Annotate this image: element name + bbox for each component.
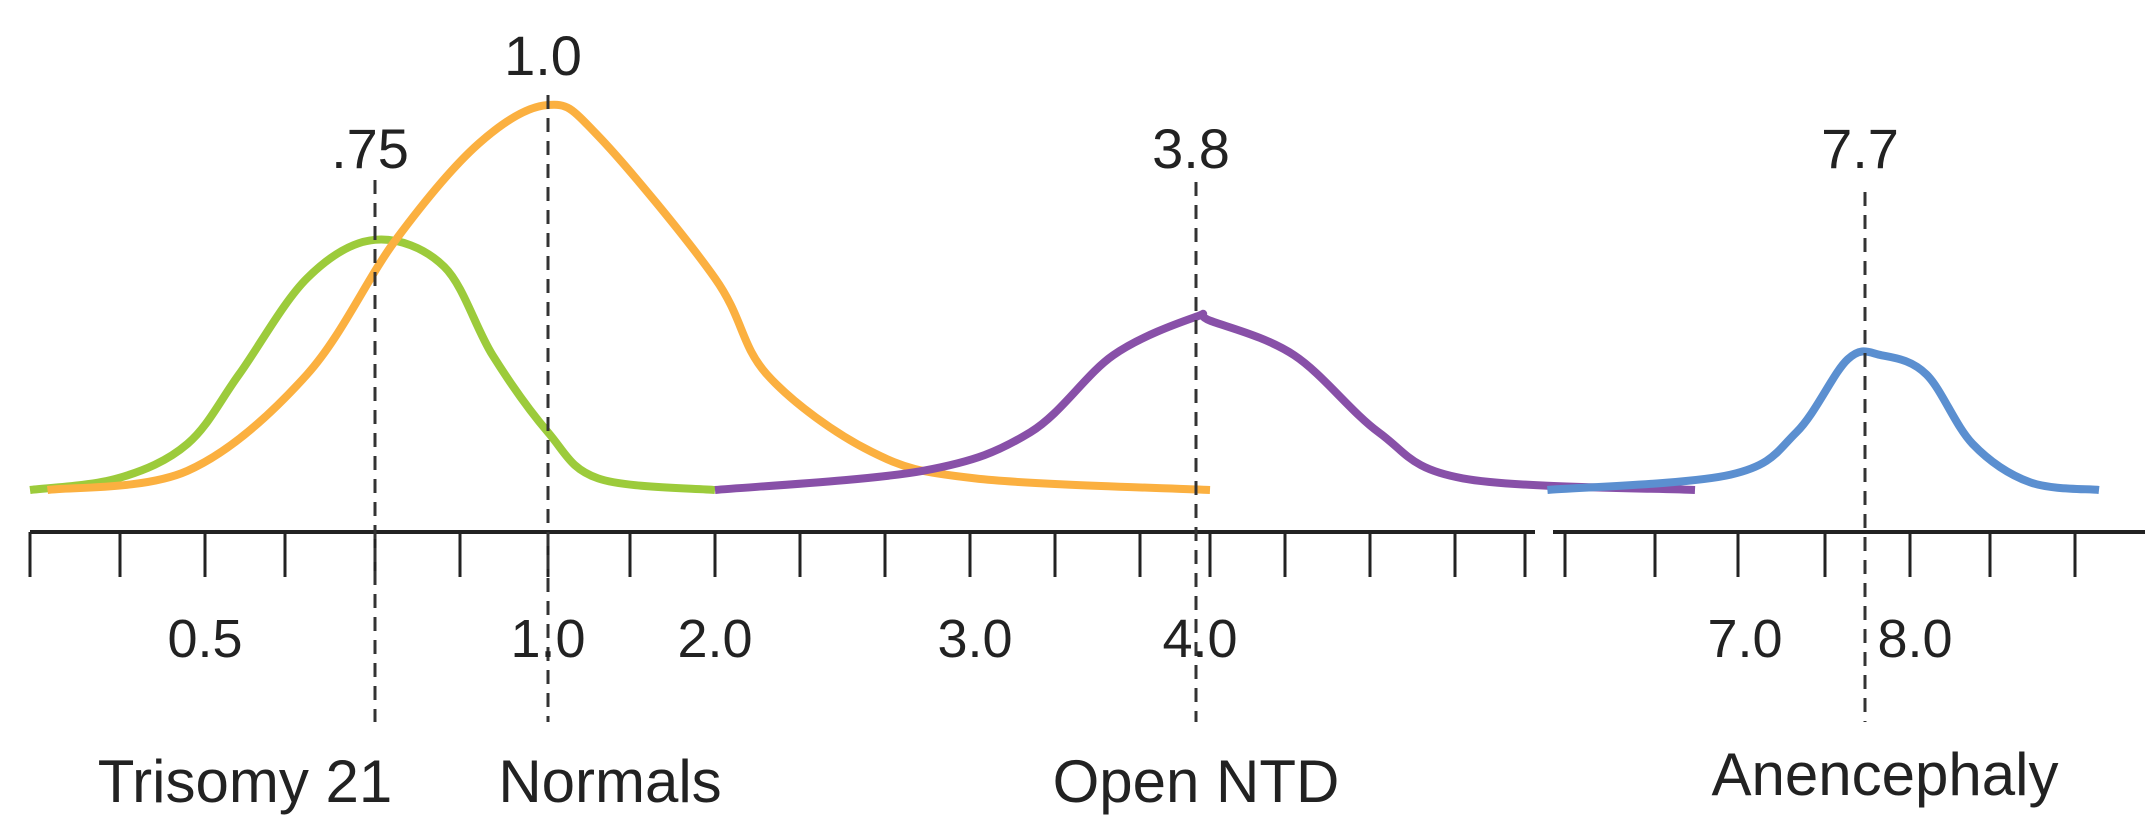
tick-label: 8.0 [1877, 609, 1952, 669]
median-label-trisomy-21: .75 [331, 117, 409, 180]
tick-label: 1.0 [510, 609, 585, 669]
tick-label: 7.0 [1707, 609, 1782, 669]
tick-label: 4.0 [1162, 609, 1237, 669]
group-labels: Trisomy 21 Normals Open NTD Anencephaly [98, 741, 2059, 815]
series-line-anencephaly [1547, 347, 2100, 494]
tick-labels: 0.5 1.0 2.0 3.0 4.0 7.0 8.0 [167, 609, 1952, 669]
series-line-open-ntd [714, 309, 1696, 494]
x-axis [28, 530, 2145, 577]
series-line-normals [46, 100, 1211, 494]
group-label-open-ntd: Open NTD [1053, 748, 1340, 815]
group-label-anencephaly: Anencephaly [1712, 741, 2059, 808]
minor-ticks [28, 532, 2077, 577]
tick-label: 0.5 [167, 609, 242, 669]
median-labels: .75 1.0 3.8 7.7 [331, 24, 1899, 180]
median-lines [373, 95, 1867, 722]
median-label-open-ntd: 3.8 [1152, 117, 1230, 180]
median-label-anencephaly: 7.7 [1821, 117, 1899, 180]
group-label-normals: Normals [498, 748, 721, 815]
tick-label: 2.0 [677, 609, 752, 669]
median-label-normals: 1.0 [504, 24, 582, 87]
group-label-trisomy-21: Trisomy 21 [98, 748, 393, 815]
tick-label: 3.0 [937, 609, 1012, 669]
